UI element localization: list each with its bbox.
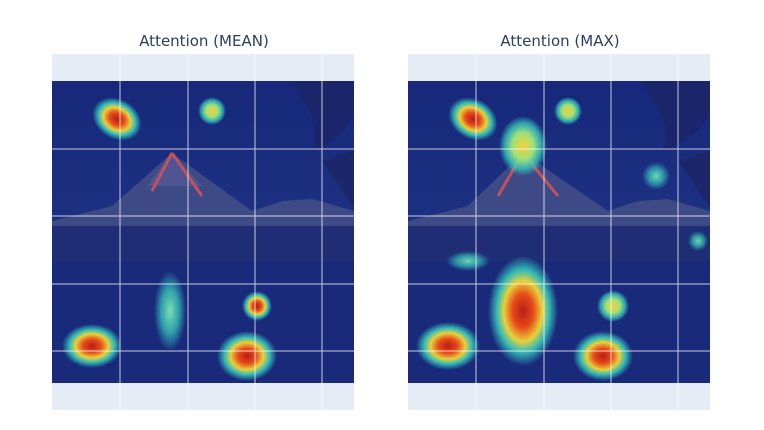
attention-max-image [408, 81, 710, 383]
attention-max-panel: Attention (MAX) [408, 0, 712, 430]
attention-max-heatmap[interactable] [408, 81, 710, 383]
attention-mean-image [52, 81, 354, 383]
attention-mean-heatmap[interactable] [52, 81, 354, 383]
attention-mean-title: Attention (MEAN) [139, 32, 269, 50]
attention-max-title: Attention (MAX) [500, 32, 620, 50]
attention-mean-panel: Attention (MEAN) [52, 0, 356, 430]
